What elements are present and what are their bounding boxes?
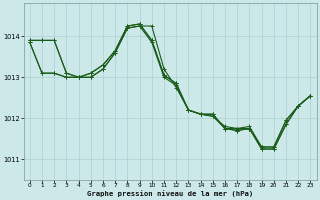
X-axis label: Graphe pression niveau de la mer (hPa): Graphe pression niveau de la mer (hPa) xyxy=(87,190,253,197)
